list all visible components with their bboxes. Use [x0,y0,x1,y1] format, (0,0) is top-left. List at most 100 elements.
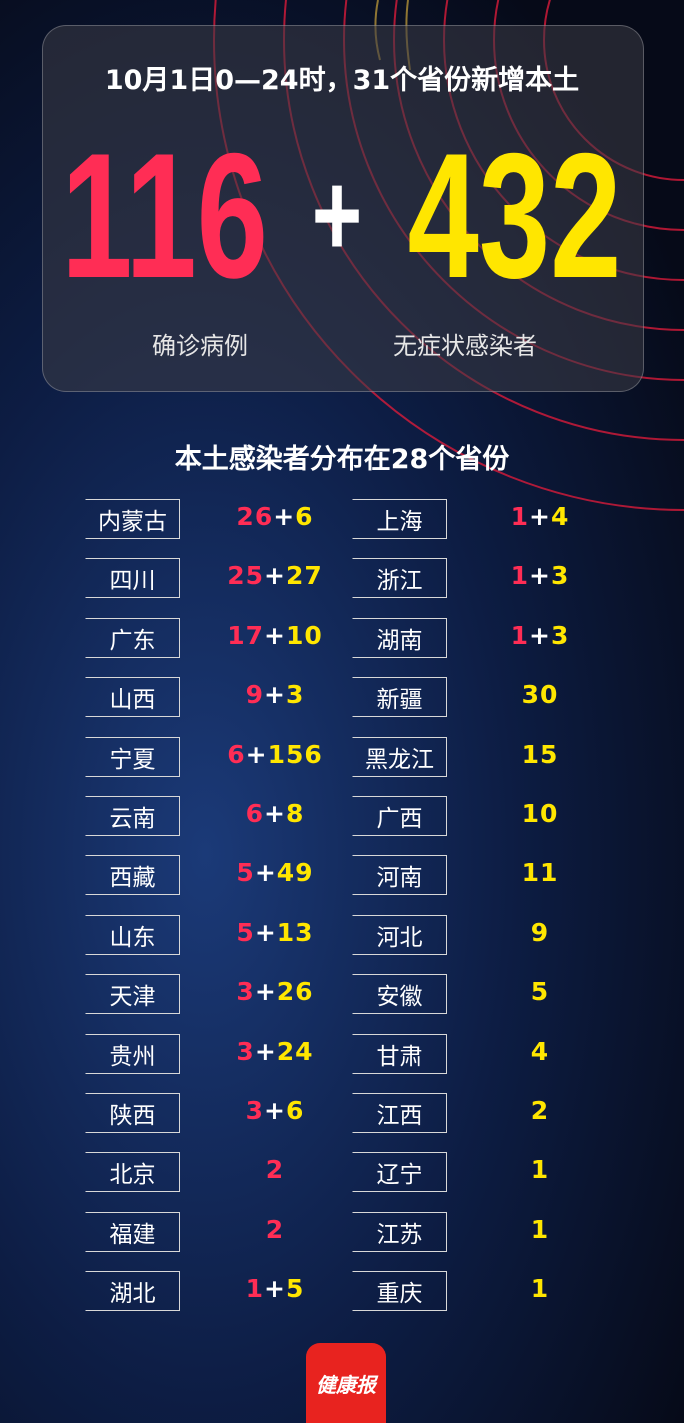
case-counts: 6+156 [195,740,355,769]
plus-sign: + [273,502,296,531]
plus-sign: + [254,858,277,888]
province-name: 湖南 [352,617,447,658]
asymptomatic-count: 11 [521,858,559,888]
case-counts: 17+10 [195,621,355,650]
case-counts: 1+3 [460,561,620,590]
province-name: 浙江 [352,558,447,599]
plus-sign: + [264,1274,286,1304]
province-name: 安徽 [352,974,447,1015]
asymptomatic-count: 26 [276,977,314,1007]
asymptomatic-count: 27 [285,561,323,591]
confirmed-count: 3 [236,977,255,1007]
plus-sign: + [311,148,363,282]
confirmed-count: 2 [265,1214,285,1244]
province-name: 宁夏 [85,736,180,777]
asymptomatic-count: 6 [295,502,314,531]
case-counts: 9 [460,918,620,947]
plus-sign: + [529,561,551,591]
province-name: 内蒙古 [85,499,180,539]
confirmed-count: 6 [245,799,265,828]
province-name: 上海 [352,499,447,539]
case-counts: 1 [460,1155,620,1184]
case-counts: 26+6 [195,502,355,531]
asymptomatic-count: 8 [285,799,305,828]
confirmed-count: 26 [236,502,274,531]
plus-sign: + [264,799,286,828]
case-counts: 6+8 [195,799,355,828]
case-counts: 2 [195,1215,355,1244]
plus-sign: + [245,739,268,769]
case-counts: 25+27 [195,561,355,590]
confirmed-count: 17 [227,620,265,650]
case-counts: 3+6 [195,1096,355,1125]
province-name: 广东 [85,617,180,658]
asymptomatic-count: 156 [267,739,323,769]
province-name: 山西 [85,677,180,718]
province-name: 湖北 [85,1271,180,1312]
confirmed-count: 1 [510,502,530,531]
confirmed-count: 9 [245,680,265,710]
confirmed-count: 3 [236,1036,255,1066]
asymptomatic-count: 3 [550,561,570,591]
case-counts: 5+49 [195,858,355,887]
province-name: 云南 [85,796,180,836]
asymptomatic-count: 1 [530,1155,550,1185]
header-card [42,25,644,392]
province-name: 河南 [352,855,447,896]
province-name: 广西 [352,796,447,836]
confirmed-count: 3 [245,1096,265,1125]
plus-sign: + [264,1096,286,1125]
asymptomatic-count: 13 [276,917,314,947]
plus-sign: + [254,1036,277,1066]
confirmed-count: 6 [227,739,246,769]
plus-sign: + [264,620,286,650]
province-name: 辽宁 [352,1152,447,1193]
asymptomatic-count: 2 [530,1096,550,1125]
asymptomatic-count: 3 [285,680,305,710]
confirmed-count: 1 [510,620,530,650]
asymptomatic-count: 4 [530,1036,550,1066]
asymptomatic-count: 15 [521,739,559,769]
case-counts: 11 [460,858,620,887]
plus-sign: + [264,561,286,591]
asymptomatic-count: 10 [521,799,559,828]
case-counts: 5+13 [195,918,355,947]
asymptomatic-count: 9 [530,917,550,947]
province-name: 四川 [85,558,180,599]
case-counts: 4 [460,1037,620,1066]
case-counts: 3+24 [195,1037,355,1066]
confirmed-count: 1 [245,1274,265,1304]
confirmed-label: 确诊病例 [152,332,248,360]
case-counts: 10 [460,799,620,828]
asymptomatic-count: 10 [285,620,323,650]
province-name: 江西 [352,1093,447,1133]
case-counts: 1+5 [195,1274,355,1303]
asymptomatic-count: 49 [276,858,314,888]
asymptomatic-total: 432 [407,115,622,315]
asymptomatic-count: 4 [550,502,570,531]
confirmed-count: 5 [236,917,255,947]
plus-sign: + [529,620,551,650]
confirmed-total: 116 [61,115,268,315]
province-name: 天津 [85,974,180,1015]
plus-sign: + [264,680,286,710]
asymptomatic-count: 1 [530,1214,550,1244]
case-counts: 9+3 [195,680,355,709]
asymptomatic-count: 5 [285,1274,305,1304]
province-name: 福建 [85,1211,180,1252]
asymptomatic-label: 无症状感染者 [393,332,537,360]
confirmed-count: 1 [510,561,530,591]
case-counts: 1 [460,1215,620,1244]
confirmed-count: 5 [236,858,255,888]
province-name: 贵州 [85,1033,180,1074]
headline-numbers: 116 + 432 [42,116,642,315]
plus-sign: + [529,502,551,531]
logo: 健康报 [306,1343,386,1423]
plus-sign: + [254,977,277,1007]
province-name: 新疆 [352,677,447,718]
province-name: 重庆 [352,1271,447,1312]
asymptomatic-count: 3 [550,620,570,650]
case-counts: 30 [460,680,620,709]
province-name: 西藏 [85,855,180,896]
